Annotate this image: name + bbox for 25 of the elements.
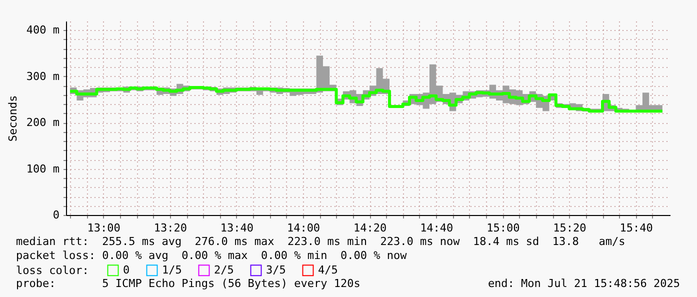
text: probe: 5 ICMP Echo Pings (56 Bytes) every 120s: [16, 277, 360, 290]
y-axis-title: Seconds: [6, 95, 20, 142]
text: packet loss: 0.00 % avg 0.00 % max 0.00 % min 0.00 % now: [16, 249, 407, 262]
x-tick-label: 13:00: [87, 222, 120, 234]
x-tick-label: 14:20: [353, 222, 387, 234]
y-tick-label: 100 m: [26, 162, 60, 176]
text: median rtt: 255.5 ms avg 276.0 ms max 223.0 ms min 223.0 ms now 18.4 ms sd 13.8 am/s: [16, 235, 626, 248]
x-tick-label: 14:40: [420, 222, 454, 234]
text: end: Mon Jul 21 15:48:56 2025: [488, 277, 680, 290]
y-tick-label: 0: [52, 208, 60, 222]
x-tick-label: 13:40: [220, 222, 254, 234]
legend-label: 4/5: [318, 263, 338, 276]
y-tick-label: 300 m: [26, 70, 60, 83]
y-tick-label: 200 m: [26, 116, 60, 130]
legend-label: 3/5: [266, 263, 286, 276]
x-tick-label: 15:40: [620, 222, 653, 234]
legend-label: 0: [123, 263, 130, 276]
legend-label: 2/5: [214, 263, 234, 276]
y-tick-label: 400 m: [26, 24, 60, 37]
x-tick-label: 13:20: [154, 222, 187, 234]
x-tick-label: 14:00: [286, 222, 320, 234]
x-tick-label: 15:20: [553, 222, 586, 234]
legend-label: 1/5: [162, 263, 182, 276]
legend-title: loss color:: [16, 264, 89, 277]
x-tick-label: 15:00: [486, 222, 520, 234]
